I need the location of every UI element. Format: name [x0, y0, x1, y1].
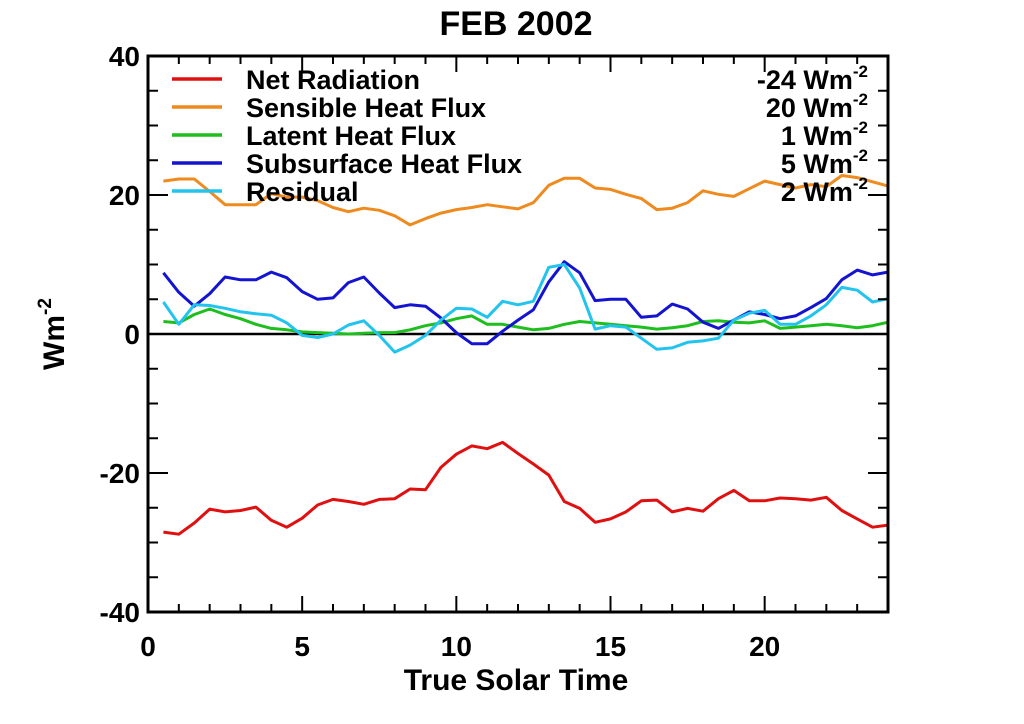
series-line-1	[163, 174, 888, 227]
legend-mean: 2 Wm-2	[781, 174, 868, 207]
series-line-4	[162, 263, 888, 354]
y-tick-label: 20	[109, 180, 140, 211]
series-line-0	[163, 440, 888, 536]
legend-label: Net Radiation	[246, 65, 420, 95]
legend-label: Latent Heat Flux	[246, 121, 456, 151]
chart-title: FEB 2002	[439, 5, 592, 43]
y-tick-label: 0	[124, 319, 140, 350]
legend-label: Sensible Heat Flux	[246, 93, 486, 123]
series-line-3	[162, 260, 888, 346]
legend-mean: -24 Wm-2	[757, 62, 868, 95]
y-tick-label: -20	[100, 458, 140, 489]
x-tick-label: 15	[595, 631, 626, 662]
legend-mean: 20 Wm-2	[766, 90, 868, 123]
x-tick-label: 10	[441, 631, 472, 662]
y-tick-label: 40	[109, 41, 140, 72]
legend-mean: 1 Wm-2	[781, 118, 868, 151]
x-tick-label: 20	[749, 631, 780, 662]
series-line-2	[163, 307, 888, 336]
x-tick-label: 0	[140, 631, 156, 662]
legend-mean: 5 Wm-2	[781, 146, 868, 179]
x-tick-label: 5	[294, 631, 310, 662]
x-axis-label: True Solar Time	[404, 664, 629, 697]
y-axis-label-exponent: -2	[35, 298, 56, 315]
legend-label: Subsurface Heat Flux	[246, 149, 522, 179]
y-axis-label-base: Wm	[38, 315, 71, 370]
y-axis-label: Wm-2	[35, 298, 71, 370]
y-tick-label: -40	[100, 597, 140, 628]
legend-label: Residual	[246, 177, 359, 207]
